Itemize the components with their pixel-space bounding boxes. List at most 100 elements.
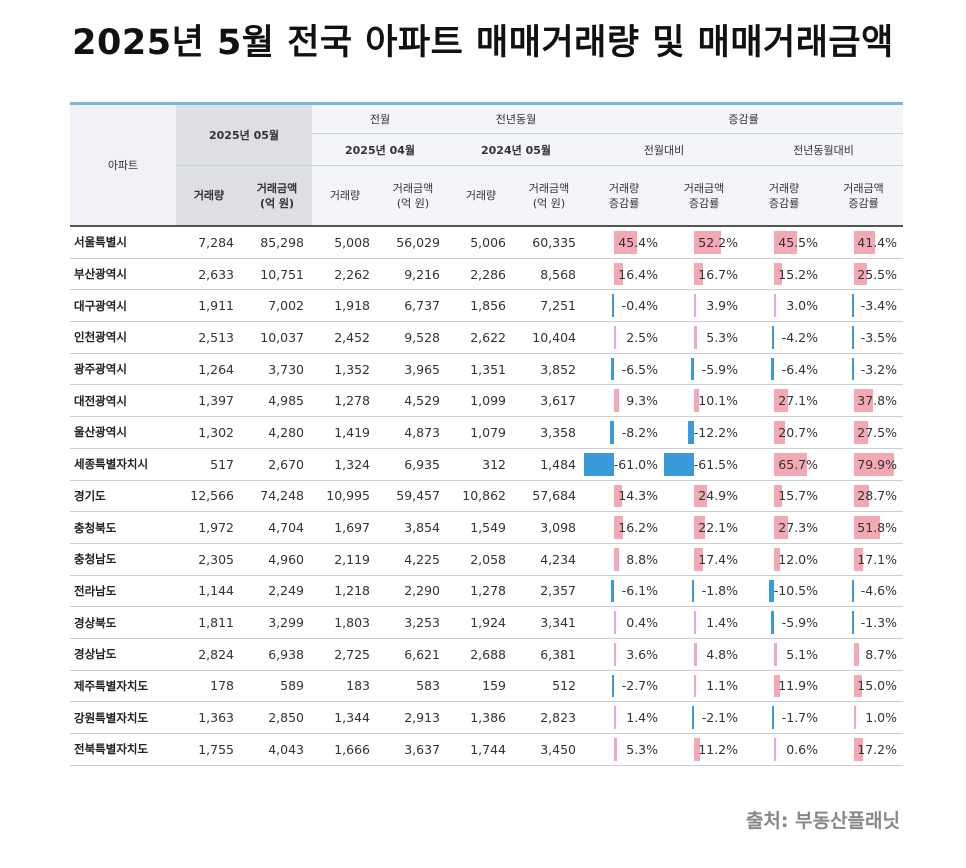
cell-amt: 2,249 xyxy=(242,575,312,608)
cell-yvol: 2,058 xyxy=(448,543,514,576)
cell-yamt: 3,450 xyxy=(514,733,585,766)
cell-pamt: 9,528 xyxy=(378,321,448,354)
cell-amt: 10,751 xyxy=(242,258,312,291)
change-cell-ma: -1.8% xyxy=(664,575,745,608)
change-value: 1.0% xyxy=(865,710,898,726)
cell-pvol: 183 xyxy=(312,670,378,703)
table-row: 제주특별자치도 178 589 183 583 159 512 -2.7% 1.1% 11.9% 1… xyxy=(70,670,904,703)
increase-bar xyxy=(614,738,618,761)
decrease-bar xyxy=(852,326,855,349)
decrease-bar xyxy=(771,611,775,634)
change-value: -10.5% xyxy=(773,583,819,599)
increase-bar xyxy=(774,389,788,413)
increase-bar xyxy=(854,231,876,254)
header-volume-change: 거래량 증감률 xyxy=(584,165,665,227)
cell-amt: 4,985 xyxy=(242,384,312,418)
decrease-bar xyxy=(692,706,695,729)
source-credit: 출처: 부동산플래닛 xyxy=(745,810,900,832)
cell-vol: 1,911 xyxy=(176,289,242,323)
cell-vol: 1,397 xyxy=(176,384,242,418)
cell-vol: 1,144 xyxy=(176,575,242,608)
change-value: 15.2% xyxy=(778,266,819,282)
change-value: 3.9% xyxy=(706,298,739,314)
cell-yamt: 57,684 xyxy=(514,480,585,513)
change-value: -6.1% xyxy=(621,583,659,599)
cell-yvol: 1,079 xyxy=(448,416,514,449)
increase-bar xyxy=(854,389,874,413)
header-vs-prev-month: 전월대비 xyxy=(584,133,745,166)
cell-yamt: 3,341 xyxy=(514,606,585,639)
cell-vol: 7,284 xyxy=(176,226,242,259)
table-row: 강원특별자치도 1,363 2,850 1,344 2,913 1,386 2,823 1.4… xyxy=(70,701,904,734)
change-cell-ya: 41.4% xyxy=(824,226,904,259)
increase-bar xyxy=(614,326,617,349)
change-value: -1.8% xyxy=(701,583,739,599)
cell-yvol: 1,549 xyxy=(448,511,514,544)
region-name: 경상북도 xyxy=(70,606,176,639)
change-cell-ya: 17.2% xyxy=(824,733,904,766)
change-cell-ya: -3.2% xyxy=(824,353,904,386)
increase-bar xyxy=(854,421,869,444)
change-value: 8.7% xyxy=(865,646,898,662)
increase-bar xyxy=(774,738,777,761)
change-value: -12.2% xyxy=(693,424,739,440)
cell-vol: 1,363 xyxy=(176,701,242,734)
change-value: -8.2% xyxy=(621,424,659,440)
increase-bar xyxy=(694,231,721,254)
cell-amt: 4,043 xyxy=(242,733,312,766)
cell-yvol: 2,622 xyxy=(448,321,514,354)
change-value: 0.4% xyxy=(626,615,659,631)
cell-pamt: 4,225 xyxy=(378,543,448,576)
cell-vol: 2,824 xyxy=(176,638,242,671)
cell-vol: 1,755 xyxy=(176,733,242,766)
change-cell-ya: -3.5% xyxy=(824,321,904,354)
change-value: 17.1% xyxy=(857,551,898,567)
cell-pamt: 3,854 xyxy=(378,511,448,544)
change-cell-ya: 8.7% xyxy=(824,638,904,671)
cell-vol: 1,264 xyxy=(176,353,242,386)
change-value: 0.6% xyxy=(786,741,819,757)
change-value: 16.2% xyxy=(618,520,659,536)
decrease-bar xyxy=(692,579,695,603)
change-value: 5.3% xyxy=(626,741,659,757)
cell-pvol: 2,452 xyxy=(312,321,378,354)
change-value: 52.2% xyxy=(698,234,739,250)
increase-bar xyxy=(854,642,859,666)
increase-bar xyxy=(614,706,617,729)
change-value: 1.4% xyxy=(706,615,739,631)
decrease-bar xyxy=(610,421,615,444)
increase-bar xyxy=(854,738,863,761)
cell-pamt: 3,253 xyxy=(378,606,448,639)
change-cell-mv: 3.6% xyxy=(584,638,665,671)
cell-pamt: 2,913 xyxy=(378,701,448,734)
change-value: -1.3% xyxy=(860,615,898,631)
cell-yamt: 3,852 xyxy=(514,353,585,386)
cell-yamt: 2,357 xyxy=(514,575,585,608)
cell-amt: 4,704 xyxy=(242,511,312,544)
change-cell-ya: -3.4% xyxy=(824,289,904,323)
cell-pamt: 6,621 xyxy=(378,638,448,671)
change-value: 3.6% xyxy=(626,646,659,662)
change-value: 28.7% xyxy=(857,488,898,504)
cell-vol: 2,305 xyxy=(176,543,242,576)
region-name: 대전광역시 xyxy=(70,384,176,418)
increase-bar xyxy=(774,484,783,508)
change-value: 20.7% xyxy=(778,424,819,440)
region-name: 제주특별자치도 xyxy=(70,670,176,703)
change-cell-ma: 5.3% xyxy=(664,321,745,354)
table-body: 서울특별시 7,284 85,298 5,008 56,029 5,006 60,335 45… xyxy=(70,226,904,766)
region-name: 광주광역시 xyxy=(70,353,176,386)
cell-vol: 1,972 xyxy=(176,511,242,544)
change-cell-mv: 5.3% xyxy=(584,733,665,766)
increase-bar xyxy=(694,738,700,761)
decrease-bar xyxy=(583,452,615,476)
change-cell-ma: 24.9% xyxy=(664,480,745,513)
change-cell-mv: 14.3% xyxy=(584,480,665,513)
increase-bar xyxy=(854,452,895,476)
increase-bar xyxy=(694,674,697,698)
change-cell-ma: 1.1% xyxy=(664,670,745,703)
header-change-rate: 증감률 xyxy=(584,102,904,134)
change-value: -0.4% xyxy=(621,298,659,314)
change-value: 22.1% xyxy=(698,520,739,536)
change-value: -3.2% xyxy=(860,361,898,377)
